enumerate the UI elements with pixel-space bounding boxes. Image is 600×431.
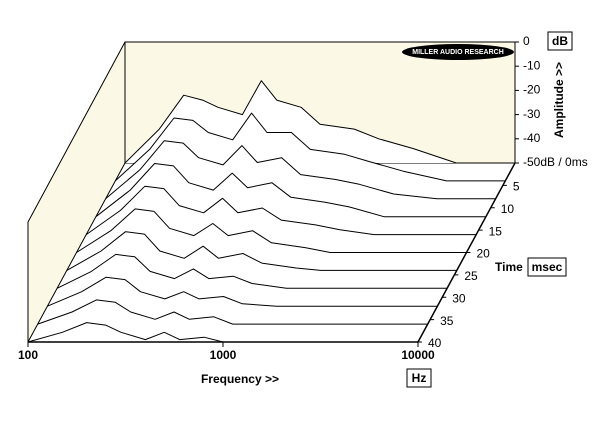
decay-slice — [95, 163, 486, 218]
decay-slice — [47, 276, 438, 307]
decay-slice — [56, 253, 448, 289]
unit-box — [547, 31, 573, 51]
y-unit: dB — [552, 34, 568, 48]
y-tick-label: -30 — [523, 107, 541, 121]
x-tick-label: 100 — [18, 348, 38, 362]
x-tick-label: 1000 — [210, 348, 237, 362]
y-axis-label: Amplitude >> — [552, 62, 566, 138]
z-tick-label: 15 — [489, 224, 503, 238]
y-tick-label: -50dB / 0ms — [523, 155, 588, 169]
z-tick-label: 25 — [464, 269, 478, 283]
y-tick-label: 0 — [523, 34, 530, 48]
z-axis-label: Time — [495, 260, 523, 274]
decay-slice — [105, 140, 496, 200]
z-tick-label: 10 — [501, 202, 515, 216]
z-unit: msec — [532, 260, 563, 274]
unit-box — [406, 368, 432, 388]
decay-slice — [37, 299, 428, 325]
y-tick-label: -40 — [523, 131, 541, 145]
z-tick-label: 20 — [477, 247, 491, 261]
logo: MILLER AUDIO RESEARCH — [402, 44, 514, 60]
logo-badge — [402, 44, 514, 60]
logo-text: MILLER AUDIO RESEARCH — [412, 49, 504, 56]
x-unit: Hz — [412, 371, 427, 385]
decay-slice — [85, 185, 477, 236]
unit-box — [527, 257, 567, 277]
x-axis-label: Frequency >> — [201, 372, 279, 386]
decay-slice — [76, 208, 467, 253]
y-tick-label: -20 — [523, 83, 541, 97]
x-tick-label: 10000 — [401, 348, 435, 362]
y-tick-label: -10 — [523, 58, 541, 72]
z-tick-label: 5 — [513, 180, 520, 194]
z-tick-label: 40 — [428, 336, 442, 350]
decay-slice — [27, 322, 418, 343]
z-tick-label: 30 — [452, 291, 466, 305]
decay-slice — [66, 231, 457, 271]
slices — [27, 80, 515, 343]
z-tick-label: 35 — [440, 314, 454, 328]
